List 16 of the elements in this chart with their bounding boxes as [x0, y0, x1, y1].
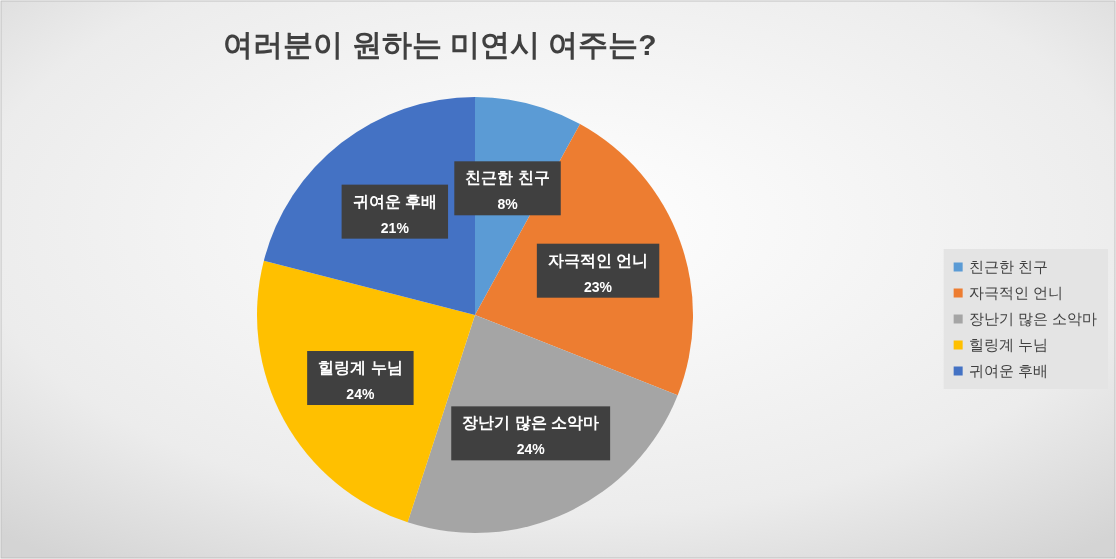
legend-label: 친근한 친구 — [968, 258, 1048, 275]
slice-label: 자극적인 언니 — [547, 251, 649, 269]
data-label: 24% — [346, 386, 375, 403]
data-label: 8% — [497, 196, 519, 213]
data-label: 23% — [584, 278, 613, 295]
slice-label: 장난기 많은 소악마 — [462, 414, 600, 432]
slice-label: 힐링계 누님 — [318, 359, 403, 377]
data-label: 24% — [516, 441, 546, 458]
slice-label: 친근한 친구 — [465, 169, 550, 187]
legend-label: 귀여운 후배 — [968, 362, 1048, 379]
slice-label: 귀여운 후배 — [352, 192, 438, 210]
legend-label: 힐링계 누님 — [968, 336, 1048, 353]
data-label: 21% — [380, 219, 410, 236]
legend-label: 자극적인 언니 — [968, 284, 1063, 301]
title: 여러분이 원하는 미연시 여주는? — [223, 28, 657, 61]
legend-label: 장난기 많은 소악마 — [968, 310, 1097, 327]
